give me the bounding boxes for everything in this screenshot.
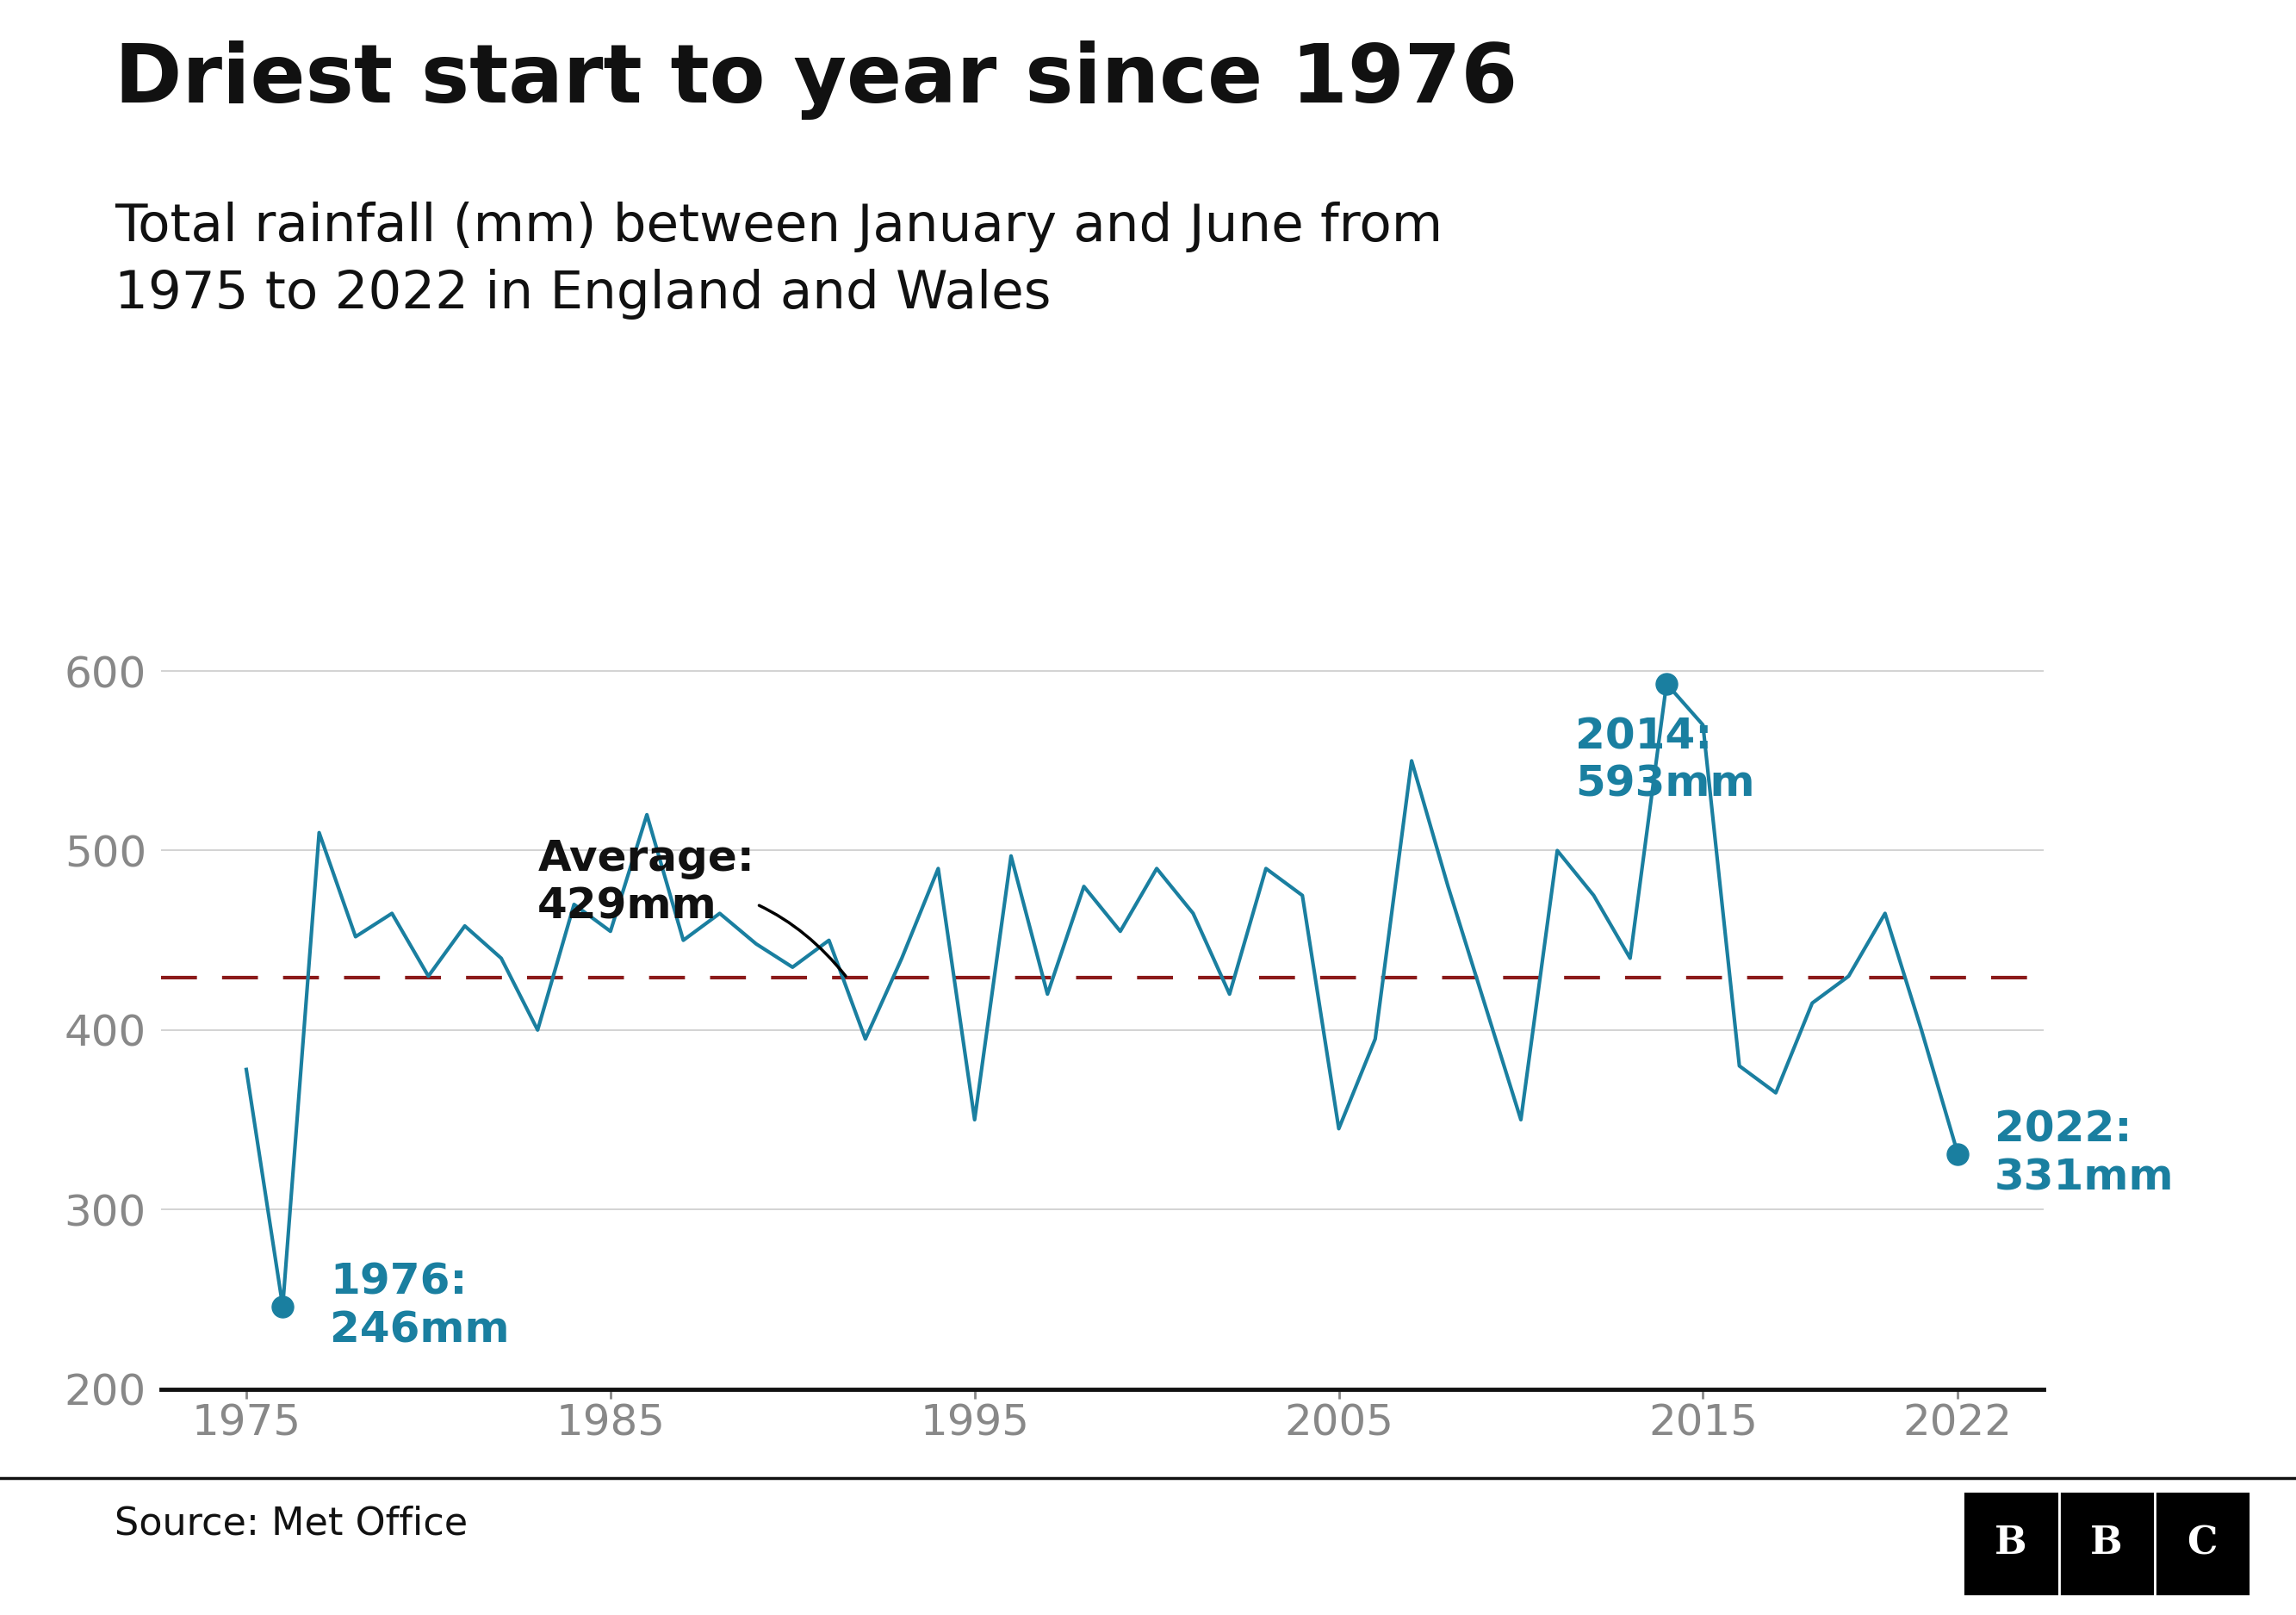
Bar bbox=[2060, 1491, 2154, 1596]
Text: Source: Met Office: Source: Met Office bbox=[115, 1505, 468, 1542]
Text: Average:
429mm: Average: 429mm bbox=[537, 838, 845, 975]
Text: B: B bbox=[1995, 1525, 2027, 1562]
Text: 2014:
593mm: 2014: 593mm bbox=[1575, 715, 1754, 806]
Text: 1976:
246mm: 1976: 246mm bbox=[331, 1261, 510, 1352]
Text: B: B bbox=[2089, 1525, 2124, 1562]
Text: 2022:
331mm: 2022: 331mm bbox=[1995, 1110, 2174, 1198]
Bar bbox=[2154, 1491, 2250, 1596]
Text: Driest start to year since 1976: Driest start to year since 1976 bbox=[115, 40, 1518, 120]
Bar bbox=[1963, 1491, 2060, 1596]
Text: Total rainfall (mm) between January and June from
1975 to 2022 in England and Wa: Total rainfall (mm) between January and … bbox=[115, 202, 1442, 320]
Text: C: C bbox=[2188, 1525, 2218, 1562]
